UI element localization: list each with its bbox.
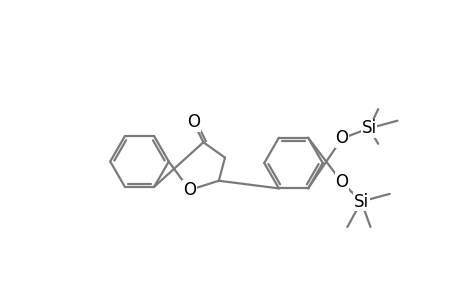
Text: Si: Si — [353, 193, 368, 211]
Text: O: O — [335, 173, 348, 191]
Text: O: O — [186, 113, 200, 131]
Text: Si: Si — [361, 119, 376, 137]
Text: O: O — [183, 181, 196, 199]
Text: O: O — [335, 129, 348, 147]
